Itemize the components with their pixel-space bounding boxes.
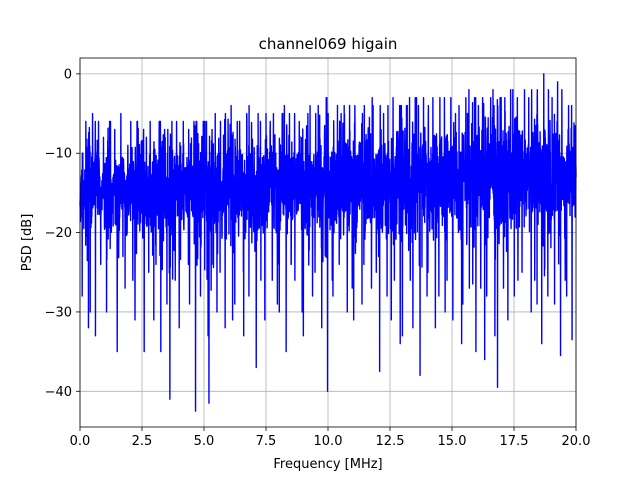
x-tick-label: 10.0 [314, 434, 343, 449]
x-tick-label: 17.5 [500, 434, 529, 449]
chart-title: channel069 higain [259, 35, 398, 53]
y-tick-label: −30 [45, 305, 72, 320]
x-tick-label: 5.0 [194, 434, 215, 449]
y-tick-label: −40 [45, 385, 72, 400]
y-axis-ticks: 0 −10 −20 −30 −40 [45, 67, 80, 400]
x-tick-label: 7.5 [256, 434, 277, 449]
x-axis-label: Frequency [MHz] [273, 457, 382, 472]
x-tick-label: 12.5 [376, 434, 405, 449]
y-tick-label: 0 [64, 67, 72, 82]
y-axis-label: PSD [dB] [20, 214, 35, 272]
y-tick-label: −10 [45, 147, 72, 162]
x-axis-ticks: 0.0 2.5 5.0 7.5 10.0 12.5 15.0 17.5 20.0 [70, 427, 591, 449]
x-tick-label: 15.0 [438, 434, 467, 449]
x-tick-label: 0.0 [70, 434, 91, 449]
x-tick-label: 20.0 [562, 434, 591, 449]
y-tick-label: −20 [45, 226, 72, 241]
series-layer [79, 73, 577, 412]
x-tick-label: 2.5 [132, 434, 153, 449]
psd-series-line [79, 73, 577, 412]
